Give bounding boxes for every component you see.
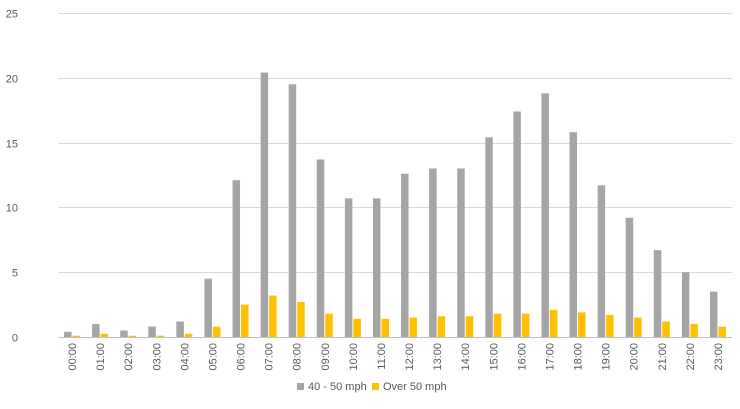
- bar-series1: [681, 272, 690, 337]
- bar-series1: [288, 84, 297, 337]
- x-tick-label: 08:00: [292, 343, 304, 371]
- x-tick-label: 13:00: [432, 343, 444, 371]
- x-tick-label: 20:00: [629, 343, 641, 371]
- bar-series1: [625, 217, 634, 337]
- bar-series2: [409, 317, 418, 337]
- x-tick-label: 22:00: [685, 343, 697, 371]
- x-tick-label: 17:00: [544, 343, 556, 371]
- x-tick-label: 10:00: [348, 343, 360, 371]
- x-tick-label: 16:00: [516, 343, 528, 371]
- bar-series2: [718, 326, 726, 337]
- bar-series2: [606, 314, 614, 337]
- x-tick-label: 04:00: [179, 343, 191, 371]
- bar-series1: [541, 93, 549, 338]
- x-tick-label: 03:00: [151, 343, 163, 371]
- bar-series1: [709, 291, 718, 337]
- bars: [64, 72, 726, 338]
- y-tick-label: 25: [6, 9, 18, 21]
- x-tick-label: 23:00: [713, 343, 725, 371]
- bar-series1: [429, 168, 437, 337]
- x-tick-label: 19:00: [601, 343, 613, 371]
- y-tick-label: 0: [12, 333, 18, 345]
- bar-series1: [204, 278, 212, 337]
- bar-series2: [690, 324, 698, 337]
- x-tick-label: 00:00: [67, 343, 79, 371]
- bar-series2: [549, 309, 558, 337]
- y-tick-label: 5: [12, 268, 18, 280]
- bar-series2: [269, 295, 277, 337]
- bar-series2: [297, 302, 305, 337]
- bar-series1: [344, 198, 353, 337]
- bar-series1: [457, 168, 465, 337]
- x-tick-label: 11:00: [376, 343, 388, 370]
- bar-series2: [212, 326, 221, 337]
- x-axis: 00:00 01:00 02:00 03:00 04:00 05:00 06:00 07:00…: [67, 343, 725, 371]
- y-tick-label: 10: [6, 203, 18, 215]
- bar-series1: [401, 173, 409, 337]
- bar-series2: [156, 335, 165, 337]
- bar-series1: [653, 250, 662, 337]
- bar-series2: [521, 313, 530, 337]
- bar-series1: [64, 331, 72, 337]
- bar-series2: [493, 313, 502, 337]
- bar-series2: [662, 321, 670, 337]
- bar-series1: [120, 330, 128, 337]
- bar-series2: [437, 316, 446, 337]
- gridlines: [58, 13, 732, 338]
- x-tick-label: 07:00: [264, 343, 276, 371]
- bar-series2: [353, 318, 361, 337]
- y-tick-label: 15: [6, 139, 18, 151]
- y-axis: 0 5 10 15 20 25: [6, 9, 18, 345]
- x-tick-label: 14:00: [460, 343, 472, 371]
- bar-series1: [513, 111, 521, 337]
- legend-swatch: [372, 383, 379, 390]
- bar-series2: [578, 312, 586, 337]
- x-tick-label: 21:00: [657, 343, 669, 371]
- bar-series1: [232, 180, 241, 337]
- bar-series2: [465, 316, 474, 337]
- bar-series2: [325, 313, 333, 337]
- bar-series1: [485, 137, 493, 337]
- legend-label: Over 50 mph: [383, 381, 447, 393]
- bar-series2: [100, 333, 109, 337]
- x-tick-label: 02:00: [123, 343, 135, 371]
- legend-swatch: [297, 383, 304, 390]
- y-tick-label: 20: [6, 74, 18, 86]
- bar-series1: [597, 185, 606, 337]
- bar-series2: [241, 304, 249, 337]
- x-tick-label: 01:00: [95, 343, 107, 371]
- bar-series2: [128, 335, 137, 337]
- legend: 40 - 50 mph Over 50 mph: [297, 381, 447, 393]
- x-tick-label: 09:00: [320, 343, 332, 371]
- x-tick-label: 12:00: [404, 343, 416, 371]
- x-tick-label: 06:00: [236, 343, 248, 371]
- bar-series1: [148, 326, 156, 337]
- x-tick-label: 15:00: [488, 343, 500, 371]
- legend-label: 40 - 50 mph: [308, 381, 367, 393]
- x-tick-label: 18:00: [573, 343, 585, 371]
- bar-series1: [260, 72, 269, 337]
- bar-series2: [381, 318, 389, 337]
- bar-series1: [92, 324, 100, 337]
- bar-series1: [569, 132, 578, 337]
- bar-series1: [316, 159, 325, 337]
- bar-series2: [184, 333, 193, 337]
- bar-series2: [634, 317, 642, 337]
- bar-series1: [372, 198, 381, 337]
- bar-series1: [176, 321, 184, 337]
- x-tick-label: 05:00: [207, 343, 219, 371]
- bar-series2: [72, 335, 81, 337]
